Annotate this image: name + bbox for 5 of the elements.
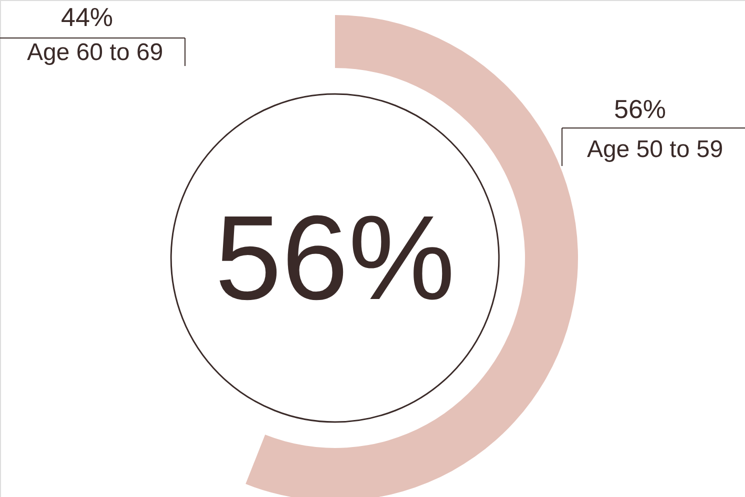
text: 56%	[214, 191, 456, 325]
data-label: 56%	[614, 94, 666, 124]
slice-label: Age 50 to 59	[586, 136, 724, 163]
data-label: 44%	[60, 2, 114, 32]
slice-label: Age 60 to 69	[26, 39, 164, 66]
